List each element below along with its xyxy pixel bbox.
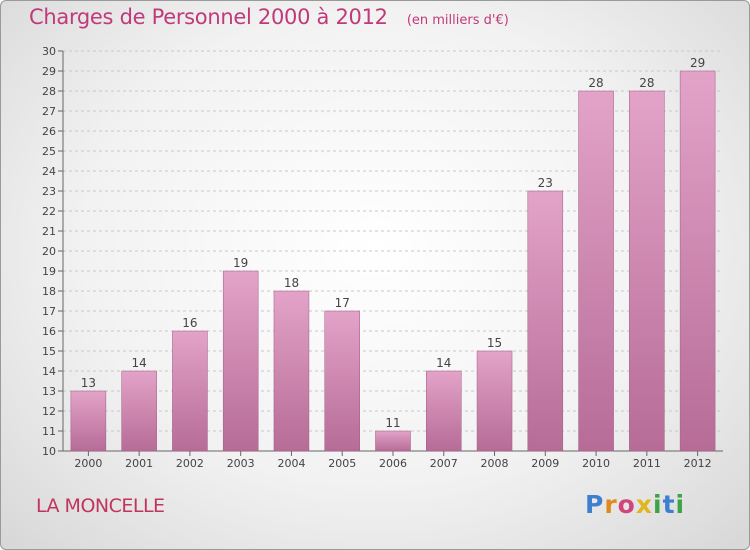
x-tick-label: 2012 <box>684 457 712 470</box>
x-tick-label: 2005 <box>328 457 356 470</box>
data-label: 14 <box>132 356 147 370</box>
x-tick-label: 2008 <box>481 457 509 470</box>
axes: 10 11 12 13 14 15 16 17 18 19 20 21 22 23 24 25 26 27 28 29… <box>42 45 723 470</box>
y-tick-label: 24 <box>42 165 56 178</box>
y-tick-label: 17 <box>42 305 56 318</box>
data-label: 18 <box>284 276 299 290</box>
chart-subtitle: (en milliers d'€) <box>406 13 509 28</box>
x-tick-label: 2001 <box>125 457 153 470</box>
y-tick-label: 12 <box>42 405 56 418</box>
x-tick-label: 2006 <box>379 457 407 470</box>
title-row: Charges de Personnel 2000 à 2012 (en mil… <box>29 5 509 29</box>
bar <box>578 90 614 452</box>
bar <box>527 190 564 452</box>
bar <box>222 270 259 452</box>
y-tick-label: 23 <box>42 185 56 198</box>
y-tick-label: 11 <box>42 425 56 438</box>
y-tick-label: 16 <box>42 325 56 338</box>
data-label: 14 <box>436 356 451 370</box>
data-label: 19 <box>233 256 248 270</box>
data-label: 16 <box>182 316 197 330</box>
y-tick-label: 27 <box>42 105 56 118</box>
bar <box>324 310 360 452</box>
data-label: 13 <box>81 376 96 390</box>
bar <box>273 290 310 452</box>
y-tick-label: 19 <box>42 265 56 278</box>
y-tick-label: 14 <box>42 365 56 378</box>
bar <box>629 90 665 452</box>
data-label: 11 <box>385 416 400 430</box>
y-tick-label: 30 <box>42 45 56 58</box>
x-tick-label: 2009 <box>531 457 559 470</box>
bars <box>70 70 716 452</box>
bar <box>375 430 411 452</box>
x-tick-label: 2010 <box>582 457 610 470</box>
bar <box>679 70 716 452</box>
data-label: 29 <box>690 56 705 70</box>
x-tick-label: 2002 <box>176 457 204 470</box>
proxiti-logo[interactable]: Proxiti <box>585 490 686 519</box>
bar <box>70 390 107 452</box>
x-tick-label: 2004 <box>277 457 305 470</box>
data-label: 28 <box>639 76 654 90</box>
y-tick-label: 29 <box>42 65 56 78</box>
gridlines <box>63 50 723 452</box>
y-tick-label: 21 <box>42 225 56 238</box>
y-tick-label: 22 <box>42 205 56 218</box>
bar <box>476 350 513 452</box>
bar <box>121 370 157 452</box>
chart-title: Charges de Personnel 2000 à 2012 <box>29 5 388 29</box>
x-tick-label: 2003 <box>227 457 255 470</box>
data-label: 23 <box>538 176 553 190</box>
x-tick-label: 2000 <box>74 457 102 470</box>
x-tick-label: 2011 <box>633 457 661 470</box>
y-tick-label: 26 <box>42 125 56 138</box>
y-tick-label: 18 <box>42 285 56 298</box>
y-tick-label: 15 <box>42 345 56 358</box>
y-tick-label: 20 <box>42 245 56 258</box>
x-tick-label: 2007 <box>430 457 458 470</box>
data-label: 15 <box>487 336 502 350</box>
bar <box>426 370 462 452</box>
y-tick-label: 13 <box>42 385 56 398</box>
commune-name: LA MONCELLE <box>36 495 165 517</box>
bar <box>172 330 208 452</box>
data-label: 17 <box>335 296 350 310</box>
y-tick-label: 10 <box>42 445 56 458</box>
data-label: 28 <box>588 76 603 90</box>
y-tick-label: 25 <box>42 145 56 158</box>
data-labels: 13 14 16 19 18 17 11 14 15 23 28 28 29 <box>81 56 706 430</box>
y-tick-label: 28 <box>42 85 56 98</box>
